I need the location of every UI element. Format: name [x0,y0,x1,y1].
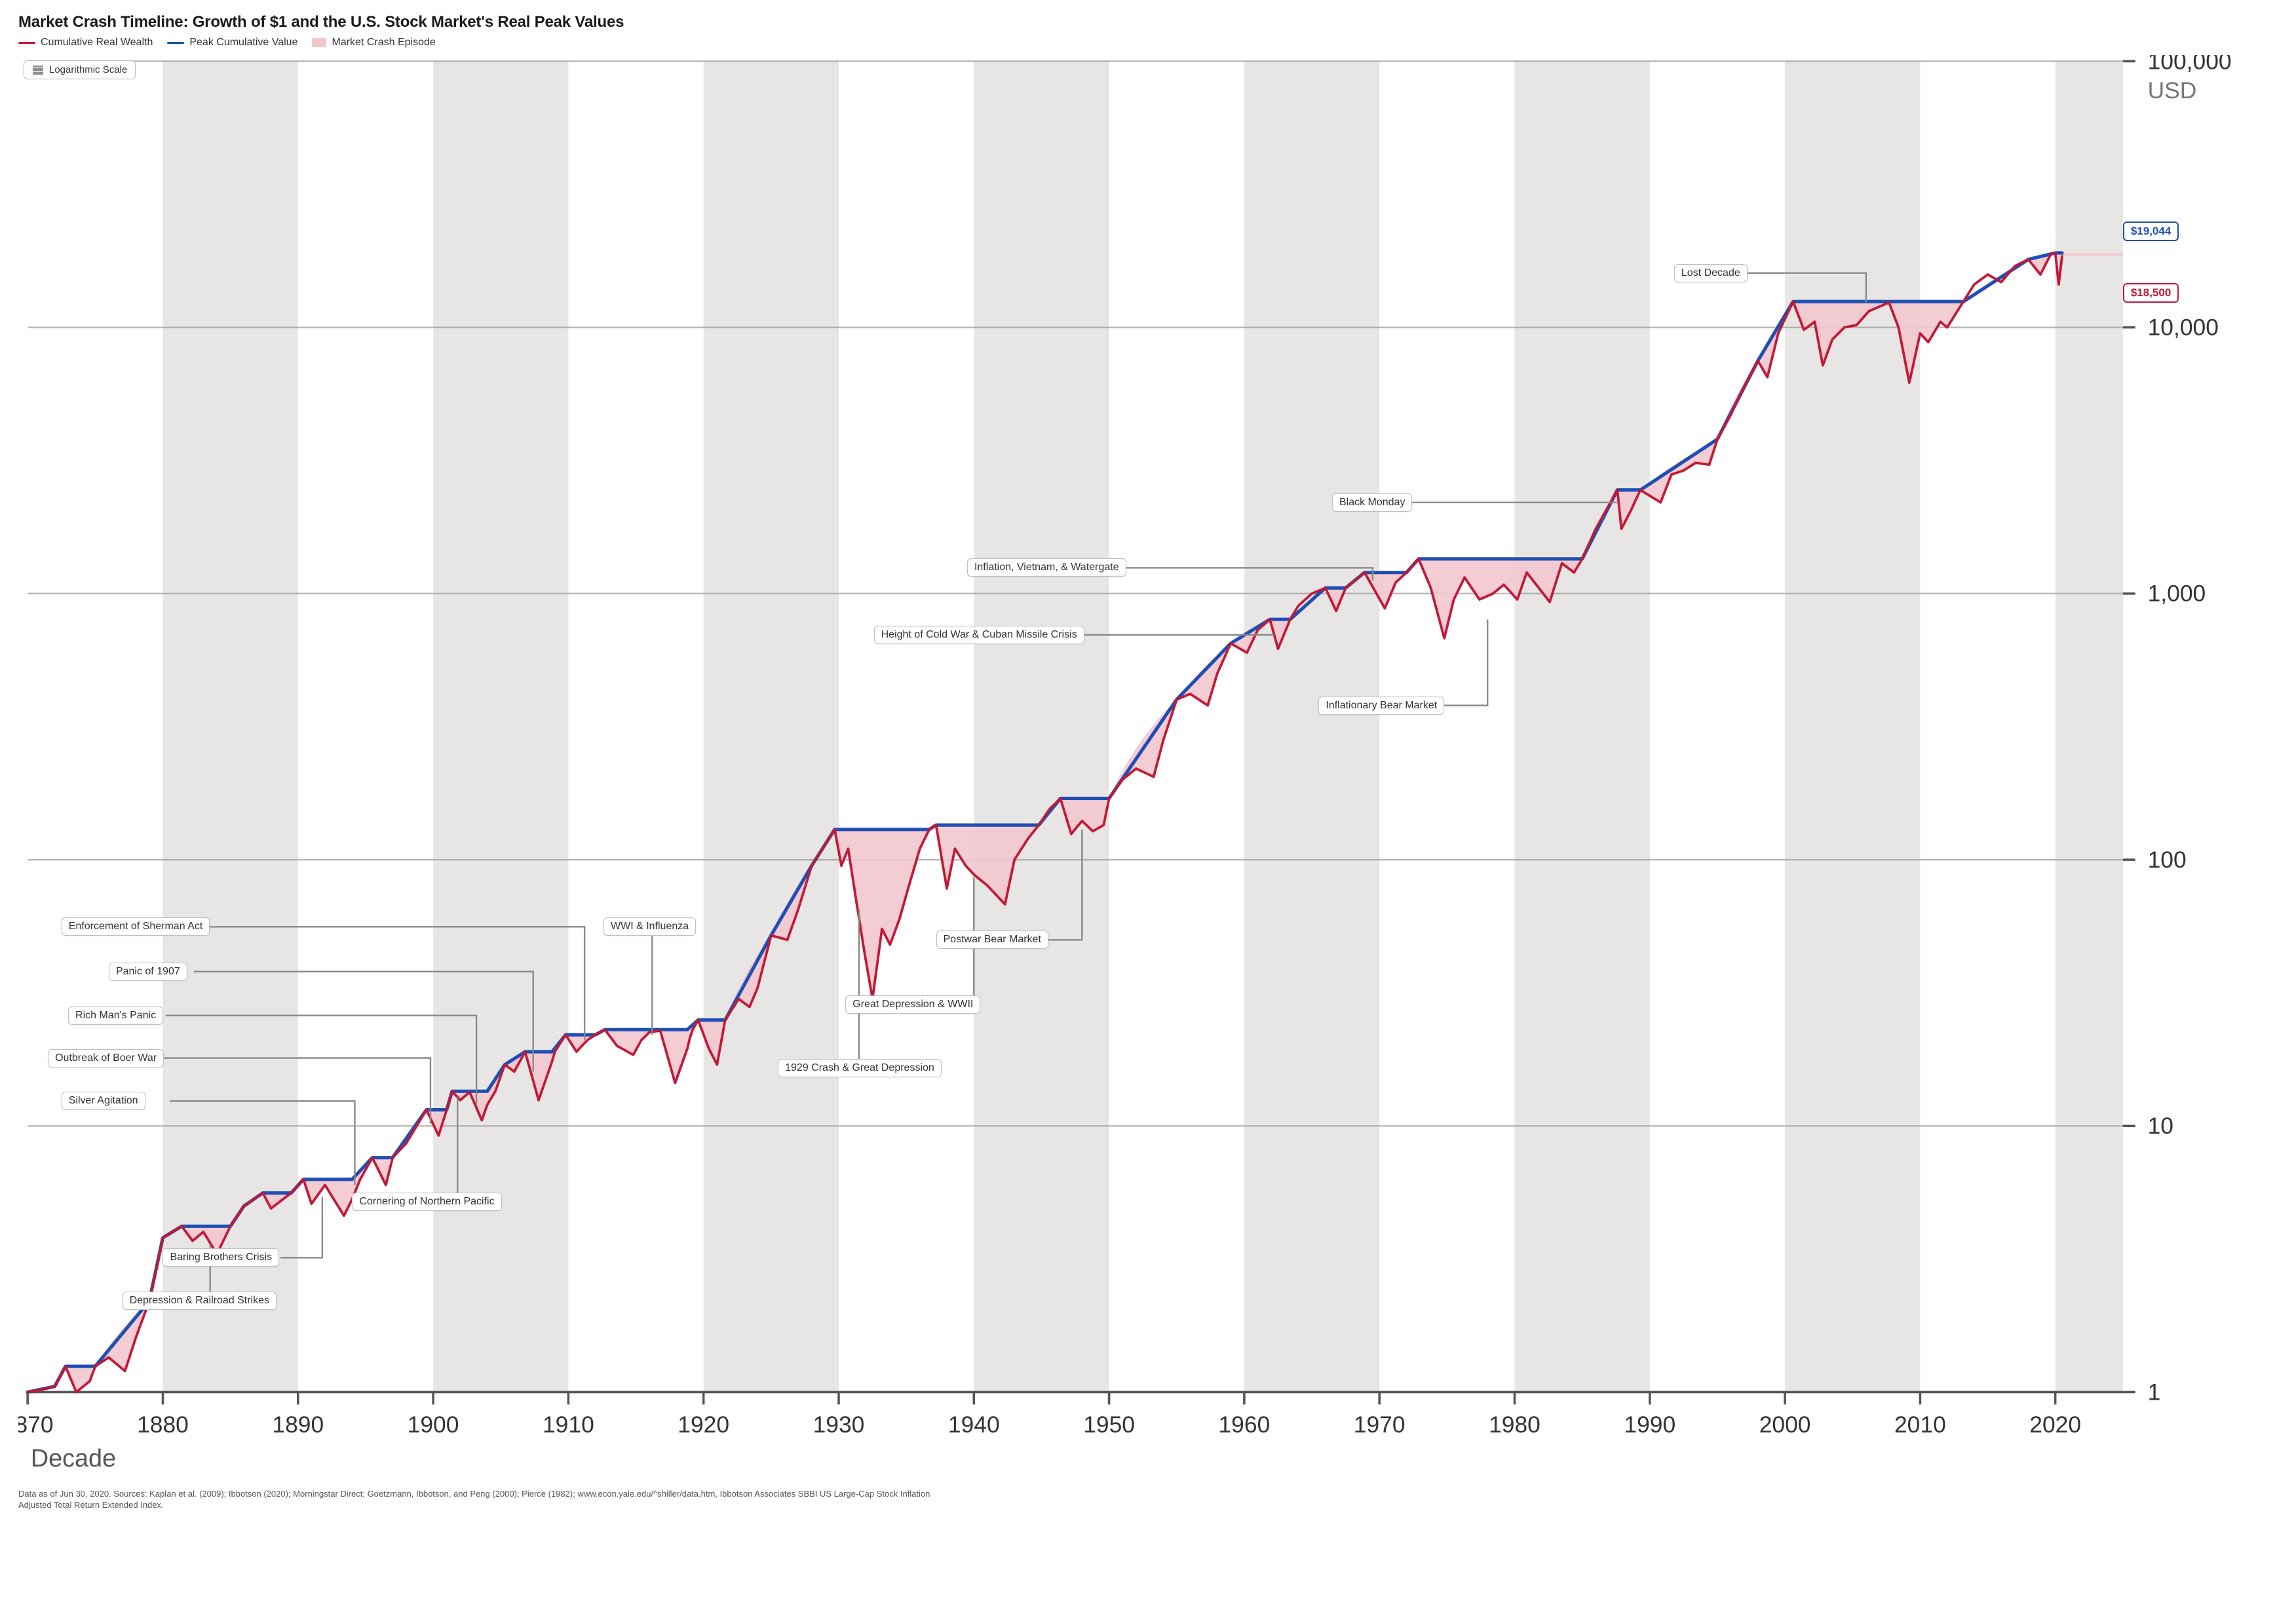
event-label: Panic of 1907 [109,963,187,981]
legend-episode: Market Crash Episode [312,37,435,48]
svg-text:1970: 1970 [1354,1411,1406,1438]
event-label: Postwar Bear Market [936,931,1048,949]
event-label: Rich Man's Panic [68,1007,163,1025]
event-label: Great Depression & WWII [845,995,980,1014]
svg-text:2020: 2020 [2029,1411,2081,1438]
legend-episode-label: Market Crash Episode [332,37,435,48]
event-label: Outbreak of Boer War [48,1049,164,1067]
event-label: Silver Agitation [62,1092,145,1110]
svg-text:1930: 1930 [813,1411,865,1438]
svg-text:100,000: 100,000 [2148,55,2232,74]
svg-text:USD: USD [2148,77,2197,104]
legend-wealth: Cumulative Real Wealth [18,37,153,48]
event-label: Lost Decade [1674,264,1748,282]
legend-wealth-label: Cumulative Real Wealth [41,37,153,48]
svg-text:1: 1 [2148,1379,2161,1405]
svg-text:1940: 1940 [948,1411,1000,1438]
event-label: Height of Cold War & Cuban Missile Crisi… [874,626,1084,644]
svg-text:10,000: 10,000 [2148,314,2219,340]
footer-sources: Data as of Jun 30, 2020. Sources: Kaplan… [18,1488,949,1511]
event-label: Black Monday [1332,493,1413,512]
svg-text:1910: 1910 [543,1411,594,1438]
svg-text:1880: 1880 [137,1411,189,1438]
value-callout-peak: $19,044 [2123,221,2179,241]
svg-text:1960: 1960 [1218,1411,1270,1438]
value-callout-wealth: $18,500 [2123,283,2179,303]
chart-svg: 1 10 100 1,000 10,000 100,000 USD 1870 1880 1890 1… [18,55,2278,1479]
legend-peak-swatch [167,42,184,44]
svg-text:1900: 1900 [408,1411,459,1438]
event-label: Inflationary Bear Market [1318,697,1444,715]
event-label: Baring Brothers Crisis [163,1248,279,1267]
scale-badge: Logarithmic Scale [24,60,136,79]
svg-text:Decade: Decade [31,1445,116,1472]
event-label: WWI & Influenza [603,917,696,936]
svg-text:2000: 2000 [1759,1411,1811,1438]
svg-text:10: 10 [2148,1113,2173,1139]
event-label: 1929 Crash & Great Depression [778,1059,942,1077]
svg-text:100: 100 [2148,847,2187,873]
event-label: Inflation, Vietnam, & Watergate [967,558,1126,577]
chart-area: 1 10 100 1,000 10,000 100,000 USD 1870 1880 1890 1… [18,55,2278,1479]
svg-text:1890: 1890 [272,1411,324,1438]
legend-peak-label: Peak Cumulative Value [189,37,297,48]
log-scale-icon [32,66,44,75]
svg-text:1980: 1980 [1489,1411,1540,1438]
scale-badge-label: Logarithmic Scale [49,64,127,75]
legend: Cumulative Real Wealth Peak Cumulative V… [18,37,2278,48]
svg-text:2010: 2010 [1894,1411,1946,1438]
chart-title: Market Crash Timeline: Growth of $1 and … [18,13,2278,31]
svg-text:1990: 1990 [1624,1411,1675,1438]
svg-text:1870: 1870 [18,1411,54,1438]
svg-text:1920: 1920 [678,1411,729,1438]
svg-text:1950: 1950 [1083,1411,1135,1438]
event-label: Enforcement of Sherman Act [62,917,210,936]
legend-peak: Peak Cumulative Value [167,37,297,48]
svg-text:1,000: 1,000 [2148,581,2206,607]
legend-wealth-swatch [18,42,35,44]
legend-episode-swatch [312,38,326,47]
event-label: Depression & Railroad Strikes [123,1292,277,1310]
event-label: Cornering of Northern Pacific [352,1193,501,1211]
